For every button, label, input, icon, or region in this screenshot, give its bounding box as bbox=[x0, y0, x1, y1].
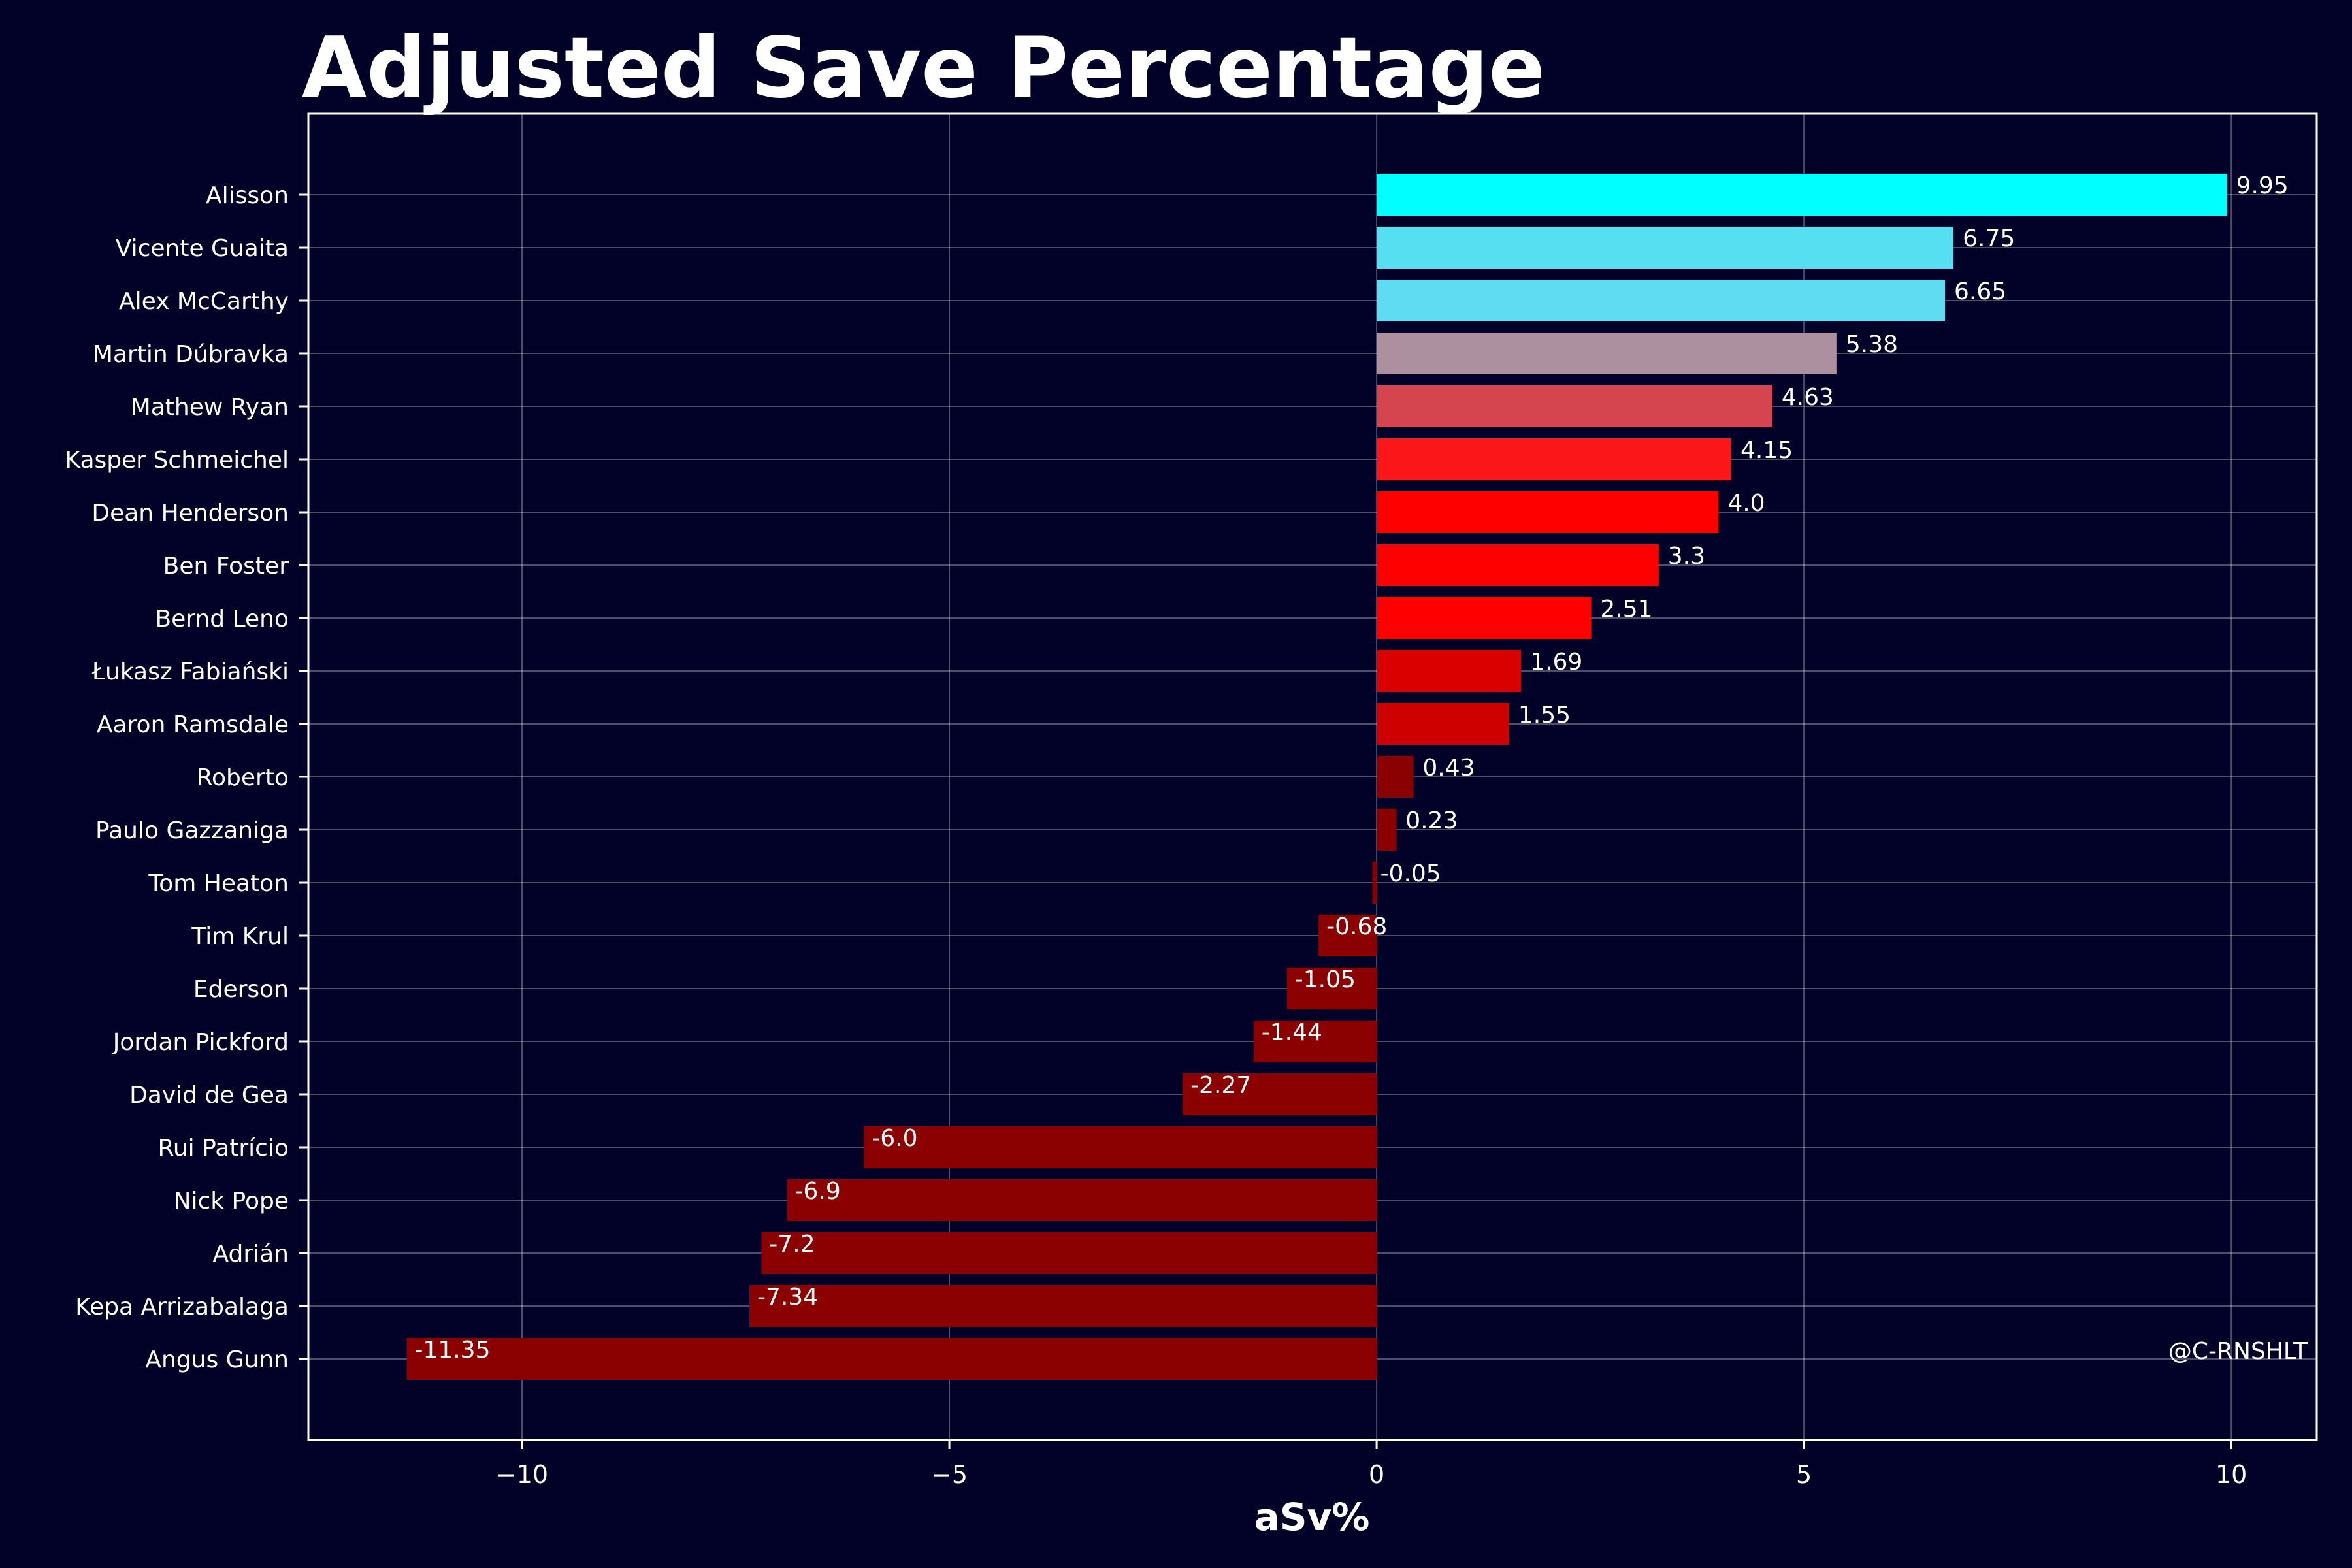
bar bbox=[406, 1338, 1377, 1380]
y-tick-label: Alex McCarthy bbox=[119, 288, 289, 315]
y-tick-label: Tim Krul bbox=[191, 923, 289, 950]
y-tick-label: Kepa Arrizabalaga bbox=[75, 1294, 289, 1320]
y-tick-label: David de Gea bbox=[129, 1082, 289, 1109]
y-tick-label: Paulo Gazzaniga bbox=[95, 817, 289, 844]
bar bbox=[1377, 544, 1659, 586]
y-tick-label: Mathew Ryan bbox=[131, 394, 289, 421]
data-label: 0.43 bbox=[1422, 755, 1475, 781]
bar bbox=[1377, 385, 1772, 427]
bar bbox=[749, 1285, 1377, 1327]
data-label: -7.2 bbox=[769, 1231, 815, 1258]
data-label: -11.35 bbox=[414, 1337, 490, 1364]
data-label: -0.68 bbox=[1326, 913, 1387, 940]
x-tick-label: 0 bbox=[1369, 1460, 1384, 1489]
bar bbox=[1377, 756, 1414, 798]
bars bbox=[406, 174, 2227, 1380]
data-label: 5.38 bbox=[1846, 331, 1898, 358]
y-tick-label: Ben Foster bbox=[163, 553, 289, 580]
x-tick-label: 10 bbox=[2215, 1460, 2247, 1489]
y-tick-label: Jordan Pickford bbox=[112, 1029, 289, 1056]
y-tick-labels: Alisson Vicente Guaita Alex McCarthy Martin… bbox=[65, 182, 308, 1373]
y-tick-label: Nick Pope bbox=[174, 1188, 289, 1215]
bar bbox=[1377, 333, 1837, 374]
bar bbox=[1377, 280, 1945, 321]
bar bbox=[1377, 438, 1731, 480]
bar bbox=[1318, 915, 1377, 956]
y-tick-label: Tom Heaton bbox=[148, 870, 289, 897]
bar bbox=[1183, 1073, 1377, 1115]
data-label: -6.9 bbox=[795, 1178, 841, 1205]
data-label: 1.55 bbox=[1518, 702, 1571, 728]
data-label: 4.15 bbox=[1740, 437, 1793, 464]
credit-text: @C-RNSHLT bbox=[2168, 1338, 2308, 1365]
y-tick-label: Aaron Ramsdale bbox=[97, 711, 289, 738]
data-label: 0.23 bbox=[1405, 808, 1458, 834]
y-tick-label: Roberto bbox=[197, 764, 289, 791]
y-tick-label: Kasper Schmeichel bbox=[65, 447, 289, 474]
data-label: 4.63 bbox=[1782, 384, 1834, 411]
bar bbox=[1377, 174, 2227, 216]
bar bbox=[787, 1179, 1377, 1221]
data-label: 6.75 bbox=[1963, 225, 2015, 252]
x-tick-label: −10 bbox=[496, 1460, 548, 1489]
y-tick-label: Ederson bbox=[193, 976, 289, 1003]
data-label: 6.65 bbox=[1954, 278, 2006, 305]
data-label: -7.34 bbox=[757, 1284, 818, 1311]
x-tick-label: −5 bbox=[931, 1460, 968, 1489]
data-label: 3.3 bbox=[1668, 543, 1705, 570]
data-labels: 9.95 6.75 6.65 5.38 4.63 4.15 4.0 3.3 2.51 1.69 1.… bbox=[414, 172, 2288, 1364]
bar bbox=[1286, 968, 1377, 1009]
x-tick-label: 5 bbox=[1796, 1460, 1812, 1489]
data-label: 2.51 bbox=[1600, 596, 1652, 623]
y-tick-label: Dean Henderson bbox=[91, 500, 289, 527]
y-tick-label: Alisson bbox=[206, 182, 289, 209]
y-tick-label: Angus Gunn bbox=[145, 1347, 289, 1373]
y-tick-label: Rui Patrício bbox=[157, 1135, 289, 1162]
bar bbox=[1377, 597, 1592, 639]
chart-title: Adjusted Save Percentage bbox=[302, 20, 1545, 117]
bar bbox=[1377, 491, 1719, 533]
bar bbox=[864, 1126, 1377, 1168]
bar bbox=[1253, 1021, 1377, 1062]
data-label: -0.05 bbox=[1380, 860, 1441, 887]
y-tick-label: Vicente Guaita bbox=[116, 235, 289, 262]
y-tick-label: Adrián bbox=[212, 1241, 289, 1267]
data-label: 1.69 bbox=[1530, 649, 1582, 676]
bar bbox=[1377, 809, 1397, 851]
y-tick-label: Łukasz Fabiański bbox=[91, 659, 289, 685]
bar bbox=[1377, 703, 1509, 745]
x-axis-label: aSv% bbox=[1254, 1495, 1370, 1539]
bar bbox=[1377, 650, 1522, 692]
data-label: -2.27 bbox=[1190, 1072, 1251, 1099]
bar bbox=[1377, 227, 1954, 269]
data-label: -1.44 bbox=[1262, 1019, 1322, 1046]
data-label: 4.0 bbox=[1727, 490, 1765, 517]
x-tick-labels: −10 −5 0 5 10 bbox=[496, 1440, 2247, 1489]
bar bbox=[1372, 862, 1377, 904]
data-label: -6.0 bbox=[872, 1125, 917, 1152]
data-label: -1.05 bbox=[1295, 966, 1356, 993]
y-tick-label: Martin Dúbravka bbox=[93, 341, 289, 368]
data-label: 9.95 bbox=[2236, 172, 2289, 199]
y-tick-label: Bernd Leno bbox=[155, 606, 289, 632]
bar bbox=[761, 1232, 1377, 1274]
